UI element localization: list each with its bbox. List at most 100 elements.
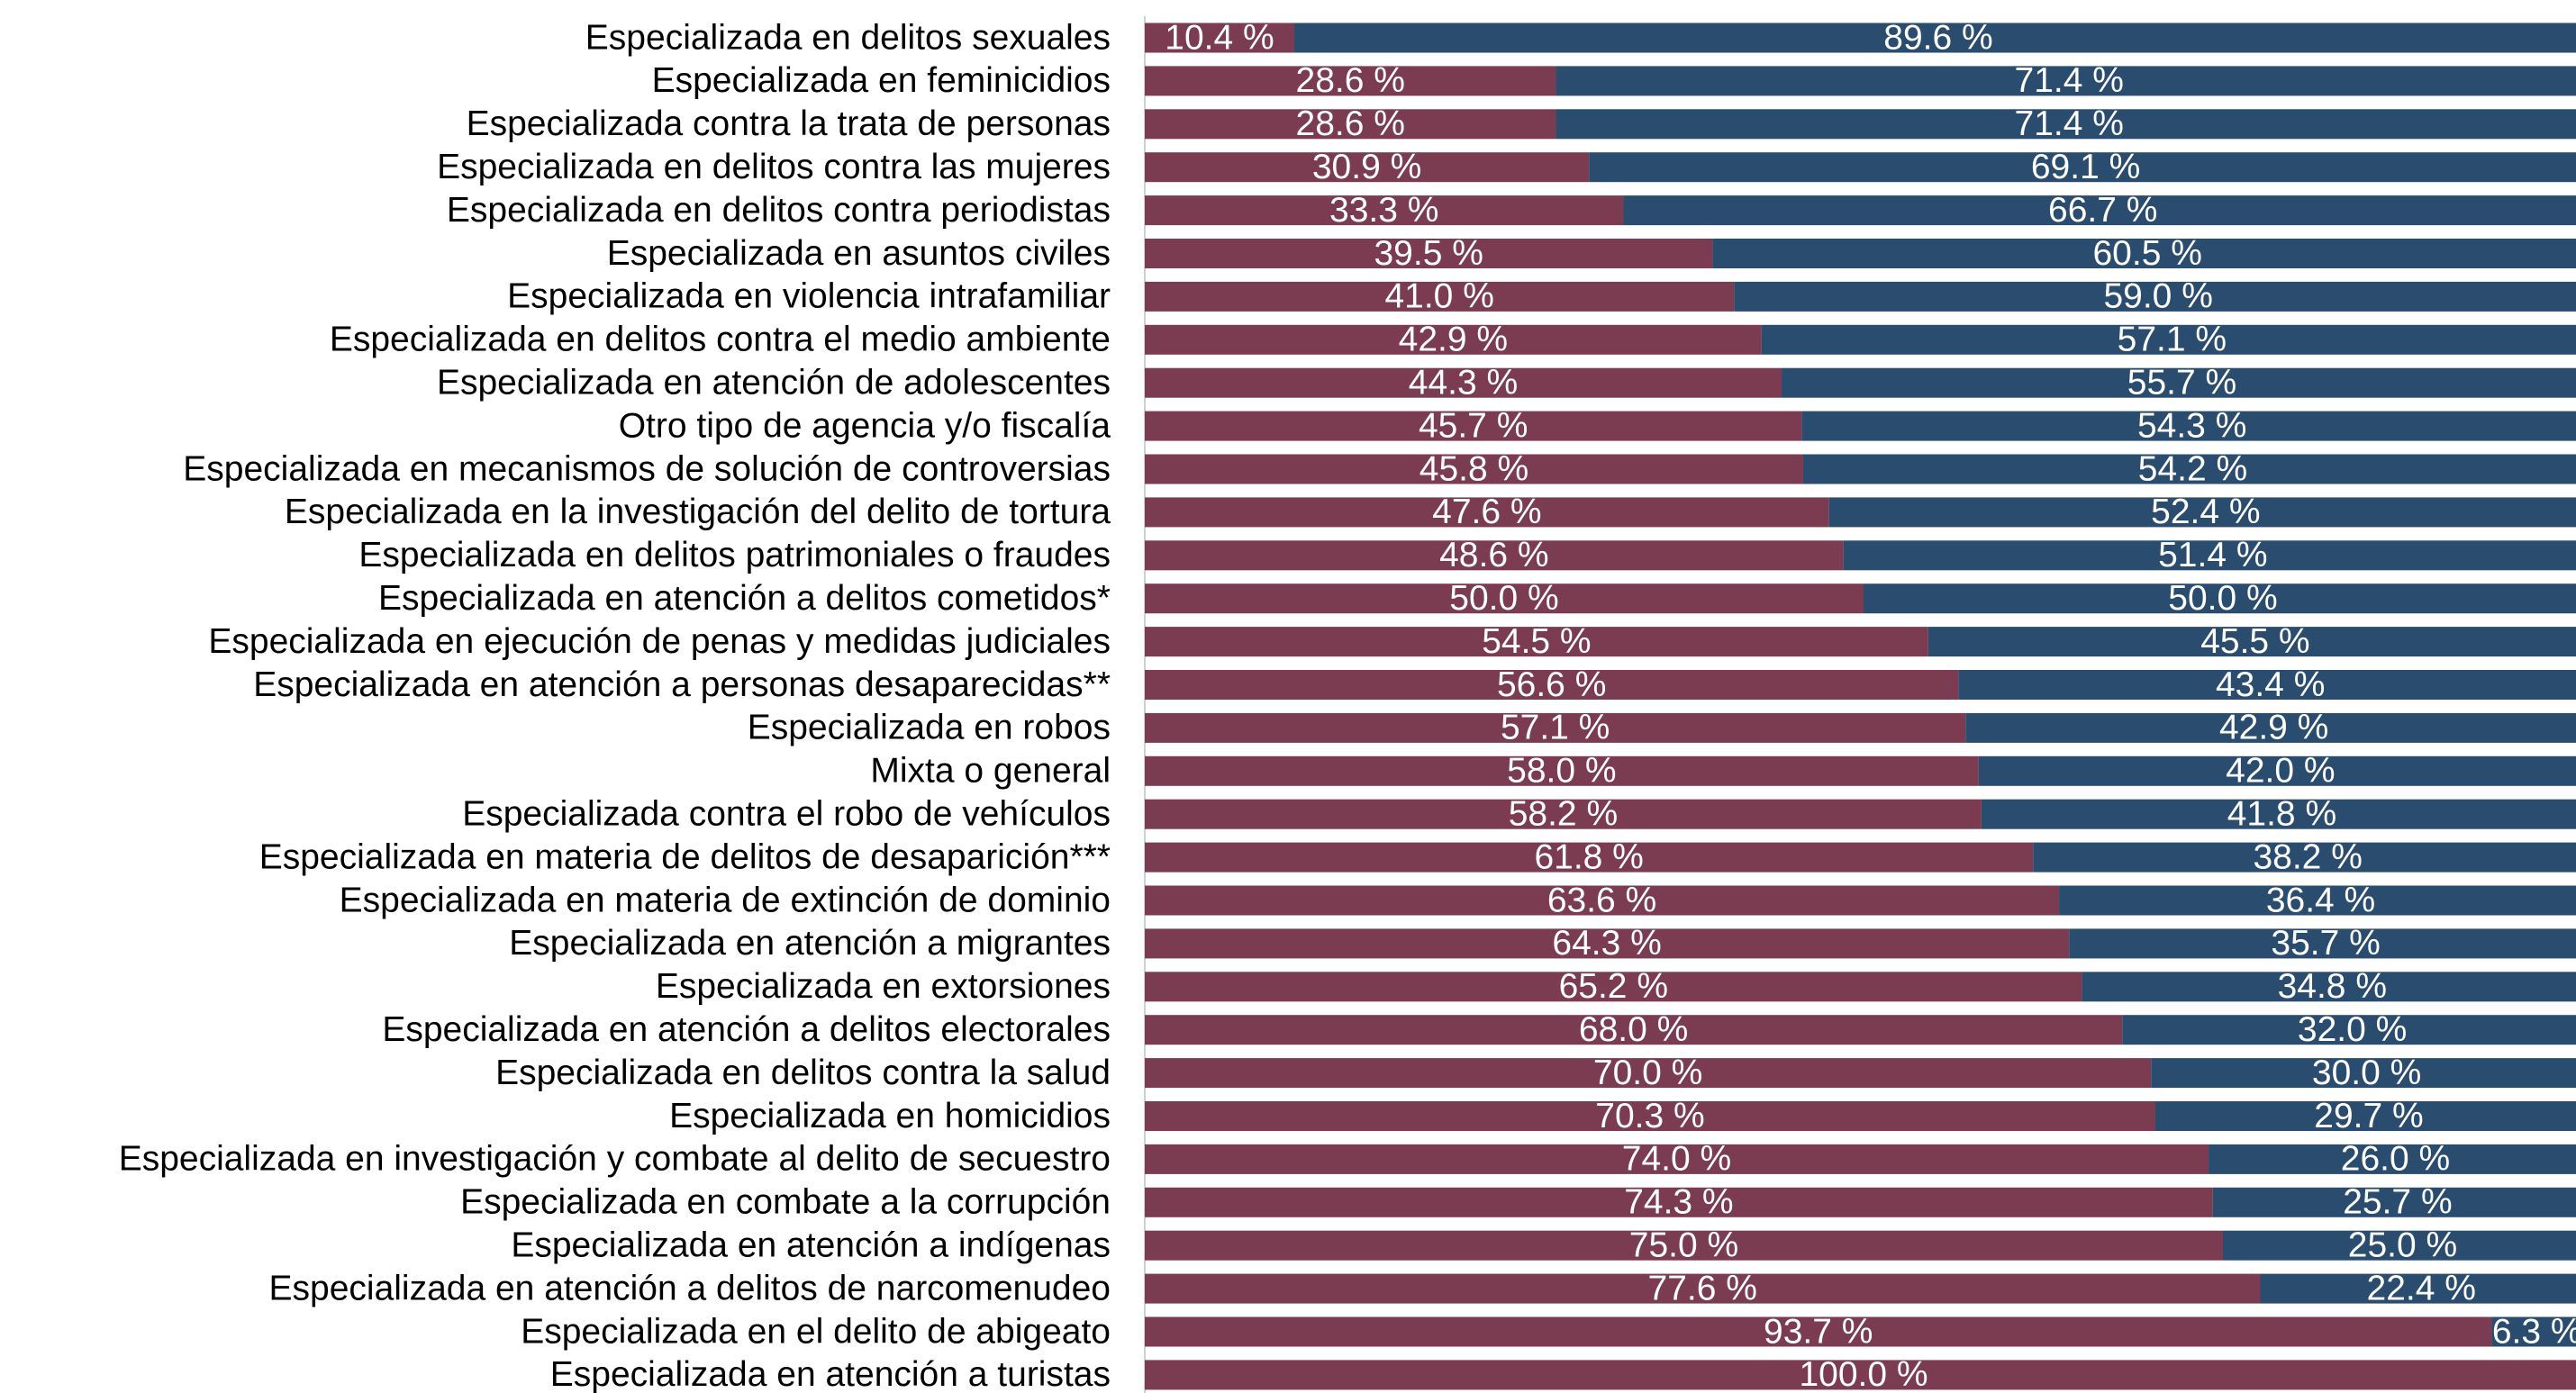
bar-segment xyxy=(1145,842,2034,873)
bar-segment xyxy=(1145,1015,2123,1045)
bar-segment xyxy=(1145,152,1590,183)
bar-segment xyxy=(1145,367,1782,398)
bar-segment xyxy=(2223,1230,2576,1261)
value-label: 89.6 % xyxy=(1883,18,1992,57)
bar-segment xyxy=(1802,454,2576,484)
bar-segment xyxy=(1556,109,2576,140)
category-label: Especializada en atención a delitos de n… xyxy=(269,1269,1111,1307)
bar-segment xyxy=(2212,1187,2576,1217)
bar-segment xyxy=(2154,1101,2576,1131)
bar-segment xyxy=(1145,670,1959,700)
value-label: 28.6 % xyxy=(1296,104,1405,143)
value-label: 45.8 % xyxy=(1420,449,1528,488)
value-label: 57.1 % xyxy=(2118,321,2227,359)
value-label: 56.6 % xyxy=(1497,665,1606,704)
bar-segment xyxy=(1145,972,2082,1002)
bar-segment xyxy=(1589,152,2576,183)
bar-segment xyxy=(1145,497,1829,528)
value-label: 42.9 % xyxy=(1399,321,1508,359)
value-label: 50.0 % xyxy=(2168,579,2277,618)
bar-segment xyxy=(2260,1273,2576,1304)
value-label: 61.8 % xyxy=(1534,837,1643,876)
category-label: Especializada en el delito de abigeato xyxy=(521,1312,1111,1351)
value-label: 10.4 % xyxy=(1165,18,1274,57)
value-label: 77.6 % xyxy=(1648,1269,1757,1307)
category-label: Especializada en atención a indígenas xyxy=(511,1226,1111,1264)
bar-segment xyxy=(1145,1360,2576,1390)
value-label: 22.4 % xyxy=(2367,1269,2476,1307)
value-label: 42.9 % xyxy=(2219,709,2328,747)
value-label: 58.0 % xyxy=(1507,752,1616,791)
category-label: Especializada en atención a delitos elec… xyxy=(382,1010,1111,1049)
bar-segment xyxy=(1927,627,2576,657)
bar-segment xyxy=(2082,972,2576,1002)
bar-segment xyxy=(2491,1316,2576,1347)
value-label: 57.1 % xyxy=(1501,709,1610,747)
bar-segment xyxy=(1864,583,2576,614)
value-label: 6.3 % xyxy=(2492,1312,2576,1351)
bar-segment xyxy=(1145,281,1735,312)
category-label: Especializada en atención de adolescente… xyxy=(437,363,1111,402)
category-label: Especializada en la investigación del de… xyxy=(285,493,1111,531)
value-label: 44.3 % xyxy=(1409,363,1518,402)
bar-segment xyxy=(1145,583,1864,614)
bar-segment xyxy=(1145,712,1966,743)
value-label: 45.5 % xyxy=(2200,622,2309,661)
bar-segment xyxy=(1145,1101,2155,1131)
category-label: Especializada en homicidios xyxy=(669,1097,1111,1135)
bar-segment xyxy=(1145,928,2070,959)
value-label: 25.7 % xyxy=(2343,1183,2452,1222)
value-label: 32.0 % xyxy=(2298,1010,2407,1049)
value-label: 25.0 % xyxy=(2348,1226,2457,1264)
value-label: 65.2 % xyxy=(1559,967,1668,1006)
category-label: Especializada en robos xyxy=(748,709,1111,747)
category-label: Especializada en delitos contra periodis… xyxy=(447,191,1111,230)
category-label: Especializada en atención a turistas xyxy=(550,1355,1111,1393)
category-label: Mixta o general xyxy=(870,752,1111,791)
bar-segment xyxy=(1801,411,2576,441)
bar-segment xyxy=(1145,23,1294,53)
category-label: Especializada en feminicidios xyxy=(652,61,1111,100)
bar-segment xyxy=(1712,239,2576,268)
bar-segment xyxy=(1145,239,1713,268)
value-label: 30.9 % xyxy=(1312,148,1421,186)
value-label: 75.0 % xyxy=(1629,1226,1738,1264)
value-label: 30.0 % xyxy=(2312,1054,2421,1092)
category-label: Especializada en violencia intrafamiliar xyxy=(507,277,1111,316)
bar-segment xyxy=(1145,1316,2492,1347)
value-label: 38.2 % xyxy=(2253,837,2362,876)
category-label: Especializada contra el robo de vehículo… xyxy=(462,794,1111,833)
value-label: 41.8 % xyxy=(2227,794,2336,833)
bar-segment xyxy=(1958,670,2576,700)
value-label: 26.0 % xyxy=(2341,1140,2450,1179)
category-label: Especializada en materia de delitos de d… xyxy=(259,837,1111,876)
category-label: Especializada en investigación y combate… xyxy=(119,1140,1111,1179)
value-label: 33.3 % xyxy=(1329,191,1438,230)
category-label: Especializada en delitos patrimoniales o… xyxy=(358,536,1111,574)
bar-segment xyxy=(1145,66,1556,96)
value-label: 70.3 % xyxy=(1595,1097,1704,1135)
value-label: 69.1 % xyxy=(2031,148,2140,186)
bar-segment xyxy=(1145,540,1844,571)
value-label: 51.4 % xyxy=(2158,536,2267,574)
bar-segment xyxy=(1978,755,2576,786)
bar-segment xyxy=(1981,799,2576,829)
value-label: 55.7 % xyxy=(2127,363,2236,402)
value-label: 54.3 % xyxy=(2137,406,2246,445)
value-label: 74.3 % xyxy=(1624,1183,1733,1222)
bar-segment xyxy=(1734,281,2576,312)
category-label: Especializada en delitos contra la salud xyxy=(495,1054,1111,1092)
category-label: Especializada en delitos contra el medio… xyxy=(330,321,1111,359)
bar-segment xyxy=(1145,1058,2152,1089)
bar-segment xyxy=(1145,411,1802,441)
category-label: Especializada en extorsiones xyxy=(656,967,1111,1006)
bar-segment xyxy=(1145,324,1762,355)
bar-segment xyxy=(1145,1230,2223,1261)
value-label: 50.0 % xyxy=(1449,579,1558,618)
value-label: 54.2 % xyxy=(2138,449,2247,488)
value-label: 54.5 % xyxy=(1482,622,1591,661)
bar-segment xyxy=(1145,755,1979,786)
value-label: 43.4 % xyxy=(2216,665,2325,704)
value-label: 68.0 % xyxy=(1579,1010,1688,1049)
